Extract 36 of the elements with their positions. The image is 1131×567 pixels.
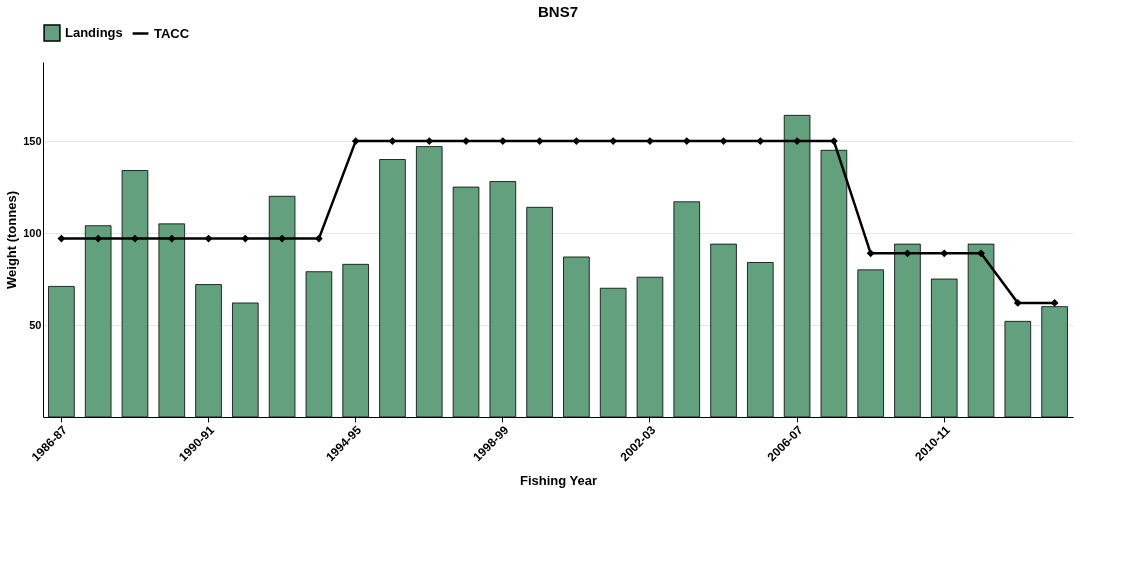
point (352, 137, 360, 145)
point (462, 137, 470, 145)
point (388, 137, 396, 145)
legend-label: TACC (154, 25, 190, 41)
point (572, 137, 580, 145)
point (168, 235, 176, 243)
point (94, 235, 102, 243)
point (241, 235, 249, 243)
point (1014, 299, 1022, 307)
point (940, 249, 948, 257)
point (315, 235, 323, 243)
point (903, 249, 911, 257)
point (499, 137, 507, 145)
y-tick-label: 150 (23, 134, 42, 147)
point (720, 137, 728, 145)
point (683, 137, 691, 145)
y-tick-label: 50 (29, 318, 42, 331)
y-axis-title: Weight (tonnes) (4, 191, 20, 289)
point (830, 137, 838, 145)
legend-label: Landings (65, 25, 123, 40)
point (646, 137, 654, 145)
point (793, 137, 801, 145)
y-tick-label: 100 (23, 226, 42, 239)
point (425, 137, 433, 145)
point (609, 137, 617, 145)
point (131, 235, 139, 243)
point (205, 235, 213, 243)
point (57, 235, 65, 243)
x-axis-title: Fishing Year (519, 473, 598, 489)
point (867, 249, 875, 257)
chart-title: BNS7 (537, 3, 579, 20)
point (1051, 299, 1059, 307)
point (536, 137, 544, 145)
point (278, 235, 286, 243)
point (756, 137, 764, 145)
point (977, 249, 985, 257)
